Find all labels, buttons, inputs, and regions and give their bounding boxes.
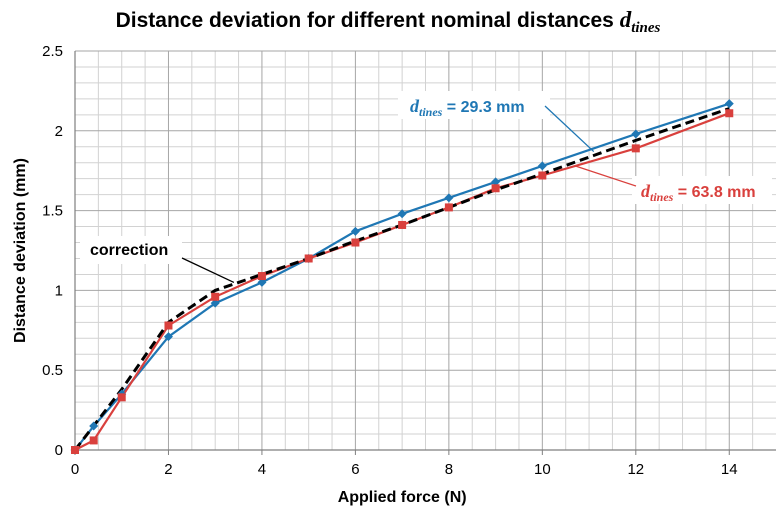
series-1-point <box>163 332 173 342</box>
series-2-point <box>117 393 126 402</box>
series-2-point <box>351 238 360 247</box>
y-tick-label: 0 <box>55 442 63 459</box>
x-axis-label: Applied force (N) <box>338 489 467 506</box>
series-2-point <box>71 446 79 454</box>
series-2-annotation-subscript: tines <box>650 190 674 204</box>
series-1-annotation-variable: d <box>410 96 420 116</box>
series-2-point <box>631 144 640 153</box>
series-2-point <box>89 436 98 445</box>
chart-title-text: Distance deviation for different nominal… <box>116 9 620 32</box>
series-1-annotation-subscript: tines <box>419 105 443 119</box>
series-2-point <box>444 203 453 212</box>
series-2-annotation: dtines = 63.8 mm <box>641 181 756 204</box>
series-1-point <box>537 161 547 171</box>
annotation-box <box>80 236 182 264</box>
x-tick-label: 12 <box>627 461 644 478</box>
series-1-point <box>491 177 501 187</box>
series-1-annotation: dtines = 29.3 mm <box>410 96 525 119</box>
series-2-point <box>304 254 313 263</box>
series-2-point <box>491 184 500 193</box>
y-tick-label: 1 <box>55 282 63 299</box>
x-tick-label: 14 <box>721 461 738 478</box>
annotation-leader-line <box>181 257 235 284</box>
series-1-point <box>444 193 454 203</box>
chart-title-subscript: tines <box>631 20 660 36</box>
annotation-leader-line <box>544 105 595 153</box>
y-axis-label: Distance deviation (mm) <box>12 158 29 343</box>
x-tick-label: 2 <box>164 461 172 478</box>
y-tick-label: 1.5 <box>42 203 63 220</box>
series-2-annotation-variable: d <box>641 181 651 201</box>
y-tick-label: 0.5 <box>42 362 63 379</box>
series-2-point <box>538 171 547 180</box>
series-1-point <box>397 209 407 219</box>
x-tick-label: 6 <box>351 461 359 478</box>
series-1-point <box>724 99 734 109</box>
series-2-point <box>257 272 266 281</box>
chart-title: Distance deviation for different nominal… <box>116 7 661 36</box>
x-tick-label: 4 <box>258 461 266 478</box>
annotation-box <box>398 91 550 119</box>
series-2-point <box>725 109 734 118</box>
series-3-annotation: correction <box>90 242 168 259</box>
chart-title-variable: d <box>620 7 632 32</box>
annotation-box <box>632 176 772 204</box>
y-tick-label: 2.5 <box>42 43 63 60</box>
series-1-point <box>89 421 99 431</box>
y-tick-label: 2 <box>55 123 63 140</box>
series-1-point <box>350 226 360 236</box>
series-1-point <box>257 277 267 287</box>
series-1-point <box>210 298 220 308</box>
annotation-leader-line <box>574 165 637 187</box>
series-2-point <box>164 321 173 330</box>
series-2-point <box>398 220 407 229</box>
x-tick-label: 8 <box>445 461 453 478</box>
series-1-point <box>631 129 641 139</box>
x-tick-label: 0 <box>71 461 79 478</box>
series-2-annotation-value: = 63.8 mm <box>673 184 755 201</box>
series-1-annotation-value: = 29.3 mm <box>442 99 524 116</box>
series-2-point <box>211 292 220 301</box>
x-tick-label: 10 <box>534 461 551 478</box>
